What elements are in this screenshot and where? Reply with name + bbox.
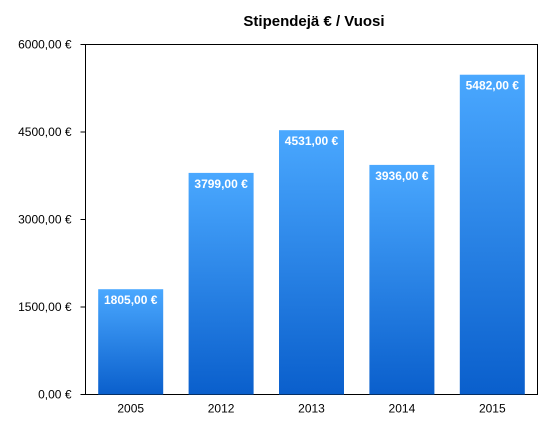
bar-value-label: 3799,00 €: [194, 177, 248, 191]
bar-2012: [188, 172, 254, 395]
plot-area: 0,00 € 1500,00 € 3000,00 € 4500,00 € 6000,00…: [18, 38, 538, 416]
x-tick-label: 2012: [208, 402, 235, 416]
x-tick-label: 2015: [479, 402, 506, 416]
bar-2013: [279, 130, 344, 395]
y-axis: 0,00 € 1500,00 € 3000,00 € 4500,00 € 6000,00…: [18, 38, 86, 402]
bar-2005: [98, 289, 164, 395]
x-axis: 2005 2012 2013 2014 2015: [117, 402, 506, 416]
y-tick-label: 4500,00 €: [18, 125, 72, 139]
x-tick-label: 2013: [298, 402, 325, 416]
bar-value-label: 1805,00 €: [104, 293, 158, 307]
y-tick-label: 1500,00 €: [18, 300, 72, 314]
y-tick-label: 6000,00 €: [18, 38, 72, 52]
bar-value-label: 3936,00 €: [375, 169, 429, 183]
x-tick-label: 2005: [117, 402, 144, 416]
bar-2014: [369, 164, 435, 395]
x-tick-label: 2014: [389, 402, 416, 416]
bar-2015: [459, 74, 525, 395]
chart-title: Stipendejä € / Vuosi: [243, 13, 384, 30]
bars: 1805,00 € 3799,00 € 4531,00 € 3936,00 € 5482…: [98, 74, 525, 395]
y-tick-label: 3000,00 €: [18, 213, 72, 227]
bar-value-label: 5482,00 €: [466, 79, 520, 93]
bar-value-label: 4531,00 €: [285, 134, 339, 148]
y-tick-label: 0,00 €: [38, 388, 72, 402]
